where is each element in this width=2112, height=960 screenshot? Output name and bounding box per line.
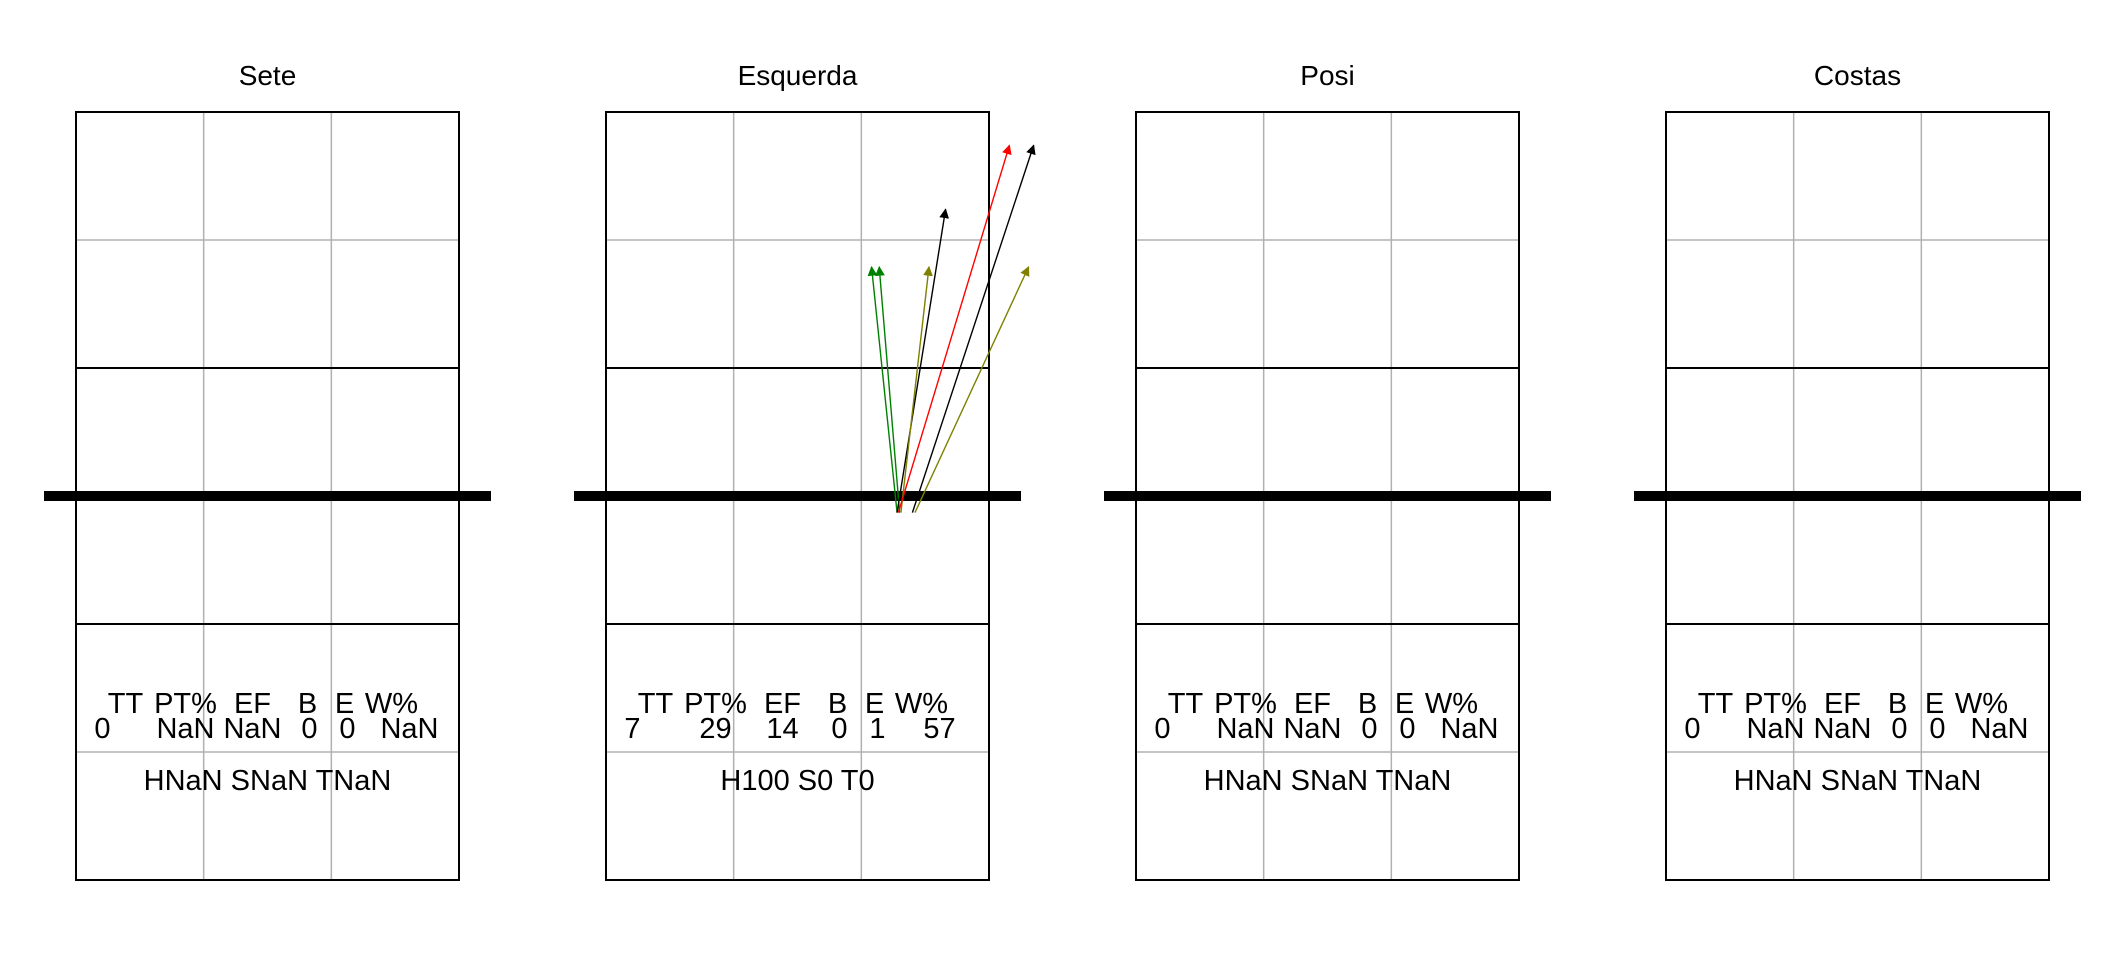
- panel-title: Sete: [239, 60, 297, 91]
- stat-value-tt: 0: [94, 713, 110, 745]
- stats-block: TT PT% EF B E W% 0 NaN NaN 0 0 NaN HNaN …: [1684, 688, 2028, 797]
- stat-header-b: B: [1358, 688, 1377, 720]
- panel-title: Costas: [1814, 60, 1901, 91]
- stat-value-b: 0: [1361, 713, 1377, 745]
- court-grid-major: [1634, 111, 2081, 881]
- stat-value-tt: 7: [624, 713, 640, 745]
- stat-header-e: E: [1925, 688, 1944, 720]
- stat-summary: HNaN SNaN TNaN: [1734, 765, 1982, 797]
- stat-value-pt: NaN: [1216, 713, 1274, 745]
- stat-header-ef: EF: [1294, 688, 1331, 720]
- stat-header-ef: EF: [234, 688, 271, 720]
- stat-header-e: E: [335, 688, 354, 720]
- stat-value-ef: NaN: [223, 713, 281, 745]
- stats-block: TT PT% EF B E W% 7 29 14 0 1 57 H100 S0 …: [624, 688, 955, 797]
- arrow-group: [867, 144, 1036, 513]
- stat-value-w: NaN: [380, 713, 438, 745]
- stat-header-ef: EF: [764, 688, 801, 720]
- stat-header-b: B: [298, 688, 317, 720]
- stat-header-w: W%: [1955, 688, 2008, 720]
- stat-value-e: 0: [1399, 713, 1415, 745]
- stat-value-pt: NaN: [1746, 713, 1804, 745]
- stat-header-w: W%: [895, 688, 948, 720]
- stat-value-w: 57: [923, 713, 955, 745]
- stat-header-e: E: [1395, 688, 1414, 720]
- attack-arrow: [896, 208, 950, 513]
- stat-header-pt: PT%: [684, 688, 747, 720]
- attack-arrow: [867, 265, 898, 513]
- stat-value-tt: 0: [1154, 713, 1170, 745]
- stat-value-e: 0: [1929, 713, 1945, 745]
- stat-header-e: E: [865, 688, 884, 720]
- panel-title: Posi: [1300, 60, 1354, 91]
- court-grid-major: [1104, 111, 1551, 881]
- stats-block: TT PT% EF B E W% 0 NaN NaN 0 0 NaN HNaN …: [94, 688, 438, 797]
- attack-arrow: [911, 144, 1036, 513]
- stat-value-pt: NaN: [156, 713, 214, 745]
- stat-value-e: 1: [869, 713, 885, 745]
- panel-esquerda: Esquerda TT PT% EF B E W% 7 29 14 0 1 57…: [574, 60, 1036, 881]
- panel-title: Esquerda: [738, 60, 858, 91]
- attack-arrow: [914, 265, 1030, 513]
- stat-value-w: NaN: [1440, 713, 1498, 745]
- stat-value-ef: NaN: [1813, 713, 1871, 745]
- stat-value-b: 0: [301, 713, 317, 745]
- stat-summary: H100 S0 T0: [720, 765, 874, 797]
- attack-arrow: [897, 144, 1012, 513]
- stat-summary: HNaN SNaN TNaN: [144, 765, 392, 797]
- stat-header-tt: TT: [1168, 688, 1204, 720]
- stat-header-pt: PT%: [1214, 688, 1277, 720]
- panel-posi: Posi TT PT% EF B E W% 0 NaN NaN 0 0 NaN …: [1104, 60, 1551, 881]
- stat-header-w: W%: [1425, 688, 1478, 720]
- stat-header-w: W%: [365, 688, 418, 720]
- stat-header-tt: TT: [638, 688, 674, 720]
- stat-header-pt: PT%: [154, 688, 217, 720]
- stat-header-pt: PT%: [1744, 688, 1807, 720]
- stat-value-b: 0: [831, 713, 847, 745]
- stat-header-b: B: [1888, 688, 1907, 720]
- stat-value-w: NaN: [1970, 713, 2028, 745]
- court-grid-major: [44, 111, 491, 881]
- stat-summary: HNaN SNaN TNaN: [1204, 765, 1452, 797]
- attack-arrow: [900, 265, 933, 513]
- stat-header-b: B: [828, 688, 847, 720]
- stat-value-tt: 0: [1684, 713, 1700, 745]
- attack-arrow: [875, 265, 901, 513]
- stat-header-tt: TT: [108, 688, 144, 720]
- panel-costas: Costas TT PT% EF B E W% 0 NaN NaN 0 0 Na…: [1634, 60, 2081, 881]
- stat-value-ef: 14: [766, 713, 798, 745]
- panel-sete: Sete TT PT% EF B E W% 0 NaN NaN 0 0 NaN …: [44, 60, 491, 881]
- stats-block: TT PT% EF B E W% 0 NaN NaN 0 0 NaN HNaN …: [1154, 688, 1498, 797]
- stat-header-ef: EF: [1824, 688, 1861, 720]
- stat-value-ef: NaN: [1283, 713, 1341, 745]
- stat-value-pt: 29: [699, 713, 731, 745]
- stat-header-tt: TT: [1698, 688, 1734, 720]
- stat-value-e: 0: [339, 713, 355, 745]
- court-grid-major: [574, 111, 1021, 881]
- stat-value-b: 0: [1891, 713, 1907, 745]
